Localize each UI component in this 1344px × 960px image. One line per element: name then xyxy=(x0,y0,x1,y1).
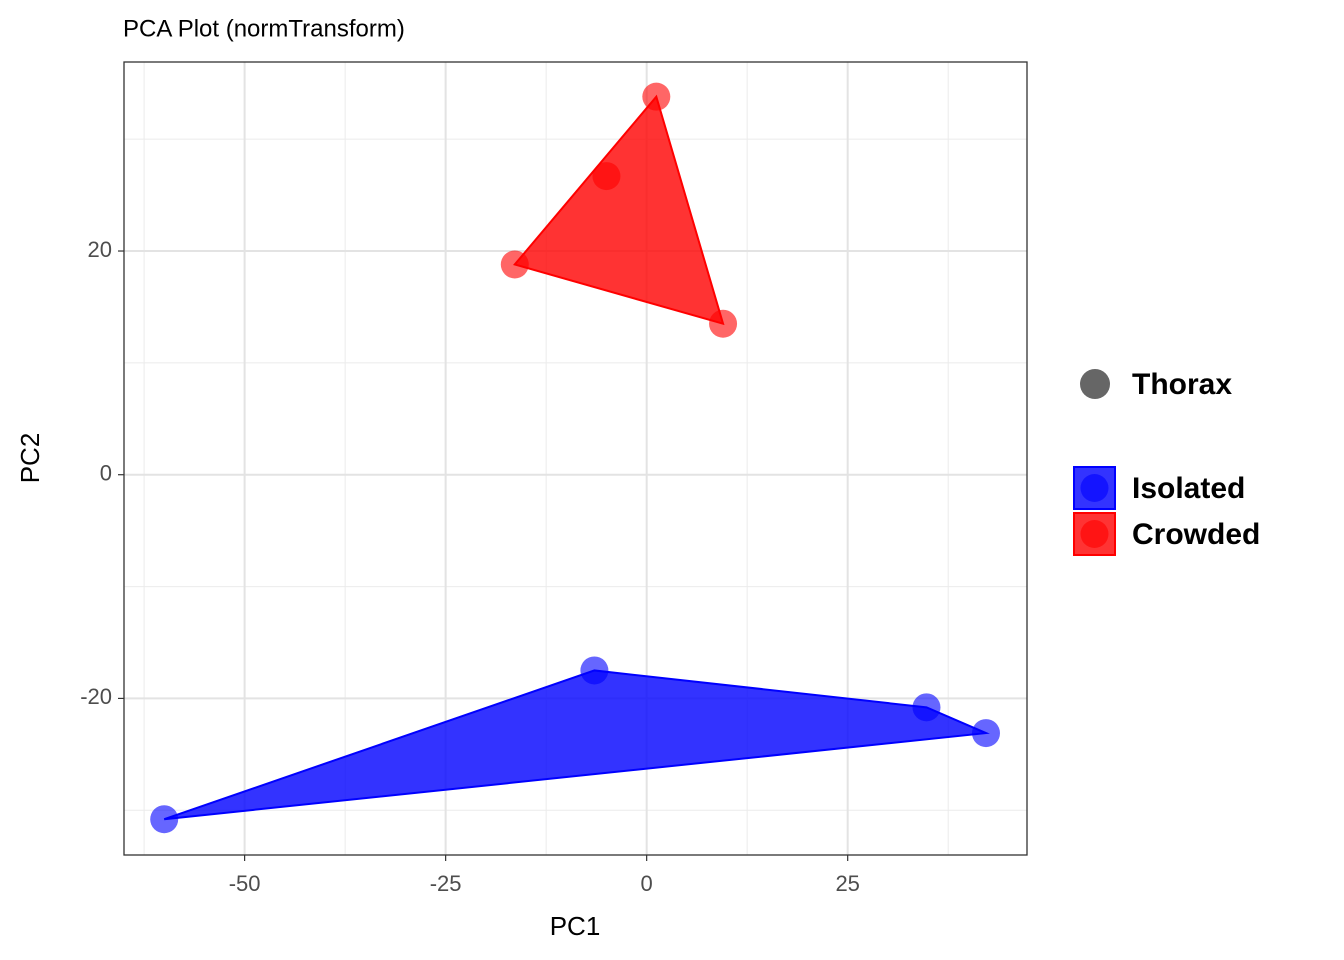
group-hull xyxy=(163,669,990,821)
x-tick-label: -50 xyxy=(229,871,261,896)
legend-shape-label: Thorax xyxy=(1132,368,1232,401)
y-tick-label: 0 xyxy=(100,461,112,486)
data-point xyxy=(971,719,1000,748)
legend-shape-key xyxy=(1080,369,1110,399)
x-tick-label: 25 xyxy=(835,871,859,896)
plot-area xyxy=(124,62,1027,855)
legend-label: Crowded xyxy=(1132,518,1260,551)
data-point xyxy=(912,693,941,722)
data-point xyxy=(500,250,529,279)
plot-border xyxy=(123,61,1028,856)
y-axis-label: PC2 xyxy=(15,433,45,484)
legend-key-point xyxy=(1080,520,1109,548)
x-tick-label: 0 xyxy=(641,871,653,896)
group-hull xyxy=(513,94,725,326)
y-tick-label: 20 xyxy=(88,237,112,262)
y-tick-label: -20 xyxy=(80,684,112,709)
legend-label: Isolated xyxy=(1132,472,1245,505)
data-point xyxy=(642,82,671,111)
data-point xyxy=(709,309,738,338)
chart-title: PCA Plot (normTransform) xyxy=(123,15,405,42)
legend-key-point xyxy=(1080,474,1109,502)
x-tick-label: -25 xyxy=(430,871,462,896)
data-point xyxy=(592,162,621,191)
x-axis-label: PC1 xyxy=(550,911,601,941)
data-point xyxy=(150,805,179,834)
data-point xyxy=(580,656,609,685)
